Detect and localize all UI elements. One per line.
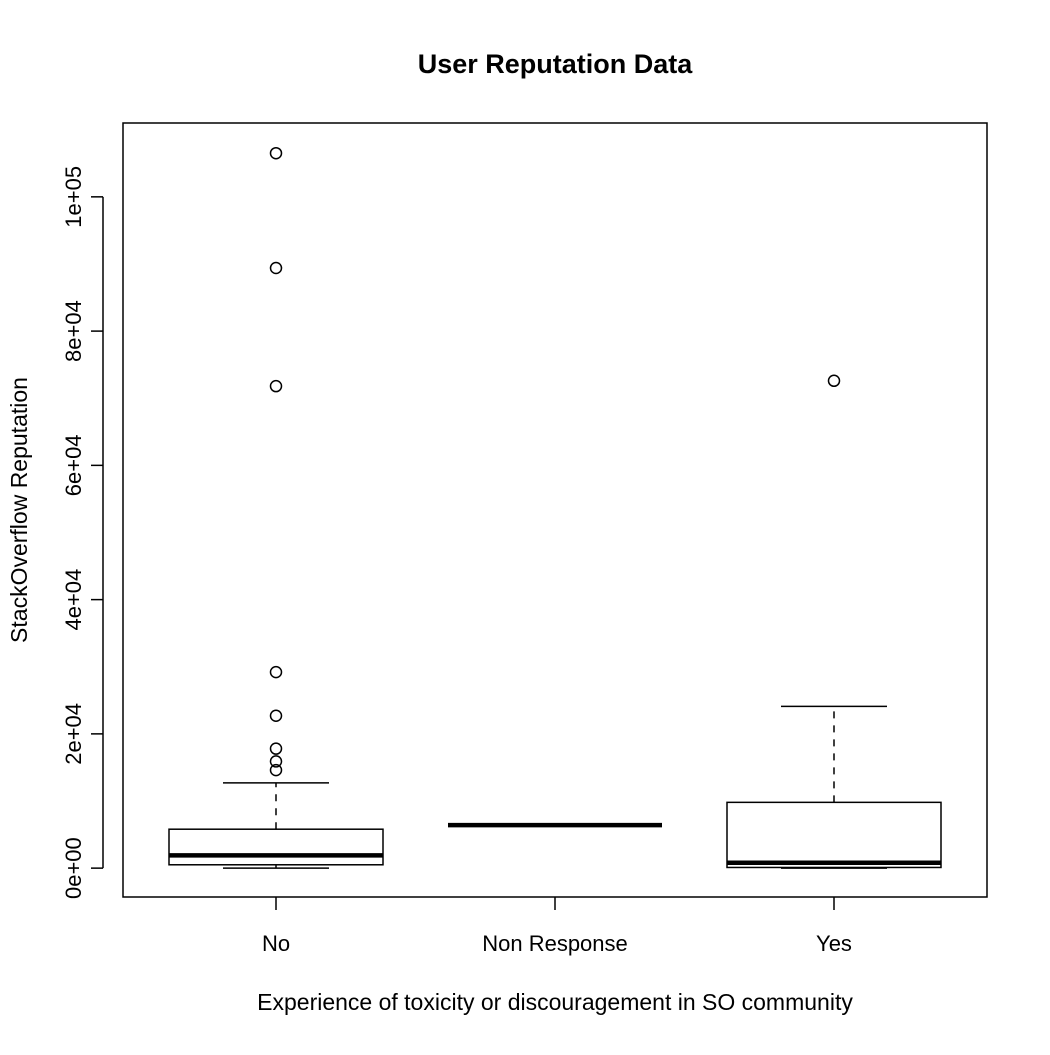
outlier-point [269,261,283,275]
chart-title: User Reputation Data [418,49,694,79]
x-tick-label: No [262,931,290,956]
plot-frame [122,122,988,898]
y-tick-label: 8e+04 [61,300,86,362]
y-tick-label: 2e+04 [61,703,86,765]
box [168,828,384,866]
y-tick-label: 6e+04 [61,434,86,496]
x-tick-label: Yes [816,931,852,956]
outlier-point [269,379,283,393]
y-axis: 0e+00 2e+04 4e+04 6e+04 8e+04 1e+05 [61,166,104,899]
outlier-point [269,742,283,755]
box-group [726,374,942,869]
box-group [168,146,384,869]
y-tick-label: 1e+05 [61,166,86,228]
y-tick-label: 4e+04 [61,569,86,631]
x-axis: No Non Response Yes [262,897,852,956]
x-tick-label: Non Response [482,931,628,956]
outlier-point [269,146,283,160]
y-tick-label: 0e+00 [61,837,86,899]
outlier-point [269,709,283,723]
box [726,801,942,869]
outlier-point [827,374,841,388]
y-axis-label: StackOverflow Reputation [6,377,32,643]
outlier-point [269,665,283,679]
x-axis-label: Experience of toxicity or discouragement… [257,989,853,1015]
boxes [168,146,942,869]
outlier-point [269,763,283,777]
outlier-point [269,755,283,768]
